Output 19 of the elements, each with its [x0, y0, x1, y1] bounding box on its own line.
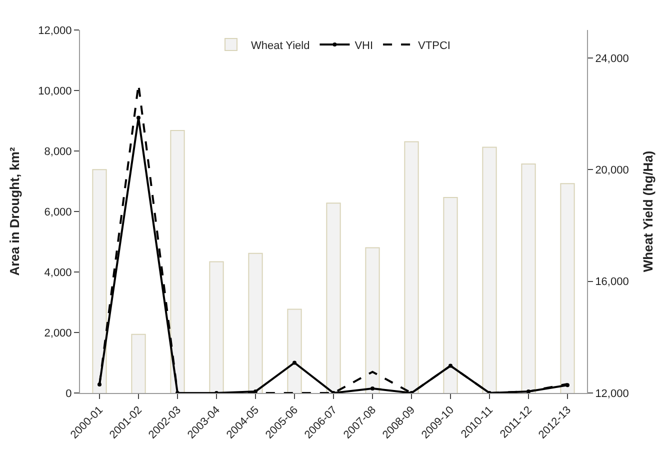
y-tick-label: 10,000: [38, 85, 72, 98]
y-tick-label: 0: [66, 388, 72, 400]
y-tick-label: 4,000: [44, 266, 72, 279]
y-axis-title: Area in Drought, km²: [7, 146, 22, 276]
y-tick-label: 2,000: [44, 327, 72, 340]
point: [370, 386, 374, 390]
y2-tick-label: 12,000: [595, 388, 629, 400]
y2-axis-title: Wheat Yield (hg/Ha): [640, 150, 656, 272]
y-tick-label: 6,000: [44, 206, 72, 218]
legend-label: Wheat Yield: [251, 40, 310, 52]
legend-label: VTPCI: [418, 40, 450, 52]
y-tick-label: 8,000: [44, 146, 72, 158]
point: [292, 360, 296, 365]
point: [136, 116, 140, 120]
y-tick-label: 12,000: [38, 24, 72, 37]
y2-tick-label: 24,000: [595, 52, 629, 65]
y2-tick-label: 16,000: [595, 276, 629, 288]
legend-label: VHI: [354, 40, 374, 52]
y2-tick-label: 20,000: [595, 164, 629, 176]
